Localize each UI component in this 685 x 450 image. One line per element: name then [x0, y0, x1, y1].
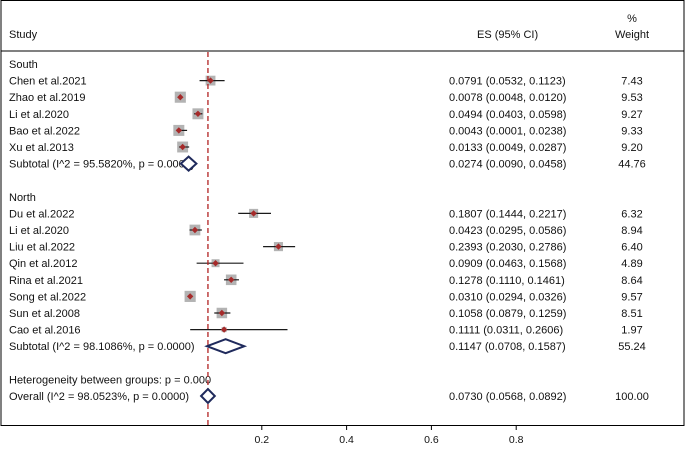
- es-text: 0.0423 (0.0295, 0.0586): [449, 225, 566, 237]
- header-study: Study: [9, 29, 38, 41]
- point-estimate: [218, 309, 226, 317]
- study-label: Bao et al.2022: [9, 125, 80, 137]
- subtotal-label: Subtotal (I^2 = 95.5820%, p = 0.0000): [9, 159, 195, 171]
- study-label: Chen et al.2021: [9, 76, 87, 88]
- weight-text: 8.94: [621, 225, 642, 237]
- es-text: 0.2393 (0.2030, 0.2786): [449, 242, 566, 254]
- forest-rows: South Chen et al.2021 0.0791 (0.0532, 0.11…: [9, 52, 649, 425]
- weight-text: 55.24: [618, 341, 646, 353]
- weight-text: 6.40: [621, 242, 642, 254]
- es-text: 0.0043 (0.0001, 0.0238): [449, 125, 566, 137]
- es-text: 0.0791 (0.0532, 0.1123): [449, 76, 566, 88]
- group-label: South: [9, 59, 38, 71]
- heterogeneity-text: Heterogeneity between groups: p = 0.000: [9, 374, 211, 386]
- es-text: 0.1058 (0.0879, 0.1259): [449, 308, 566, 320]
- weight-text: 9.27: [621, 109, 642, 121]
- es-text: 0.0274 (0.0090, 0.0458): [449, 159, 566, 171]
- es-text: 0.0730 (0.0568, 0.0892): [449, 391, 566, 403]
- plot-frame: [0, 0, 685, 426]
- point-estimate: [191, 226, 199, 234]
- study-label: Cao et al.2016: [9, 325, 81, 337]
- point-estimate: [275, 243, 282, 250]
- weight-text: 100.00: [615, 391, 649, 403]
- header-weight: Weight: [615, 29, 649, 41]
- weight-text: 6.32: [621, 208, 642, 220]
- overall-label: Overall (I^2 = 98.0523%, p = 0.0000): [9, 391, 189, 403]
- x-tick-label: 0.2: [254, 434, 269, 446]
- pooled-diamond: [204, 338, 248, 355]
- study-label: Liu et al.2022: [9, 242, 75, 254]
- study-label: Rina et al.2021: [9, 275, 83, 287]
- x-tick-label: 0.4: [339, 434, 354, 446]
- es-text: 0.1278 (0.1110, 0.1461): [449, 275, 565, 287]
- es-text: 0.0909 (0.0463, 0.1568): [449, 258, 566, 270]
- weight-text: 7.43: [621, 76, 642, 88]
- es-text: 0.1147 (0.0708, 0.1587): [449, 341, 566, 353]
- es-text: 0.0078 (0.0048, 0.0120): [449, 92, 566, 104]
- point-estimate: [177, 94, 184, 101]
- x-axis: 0.2 0.4 0.6 0.8: [254, 425, 524, 446]
- study-label: Song et al.2022: [9, 291, 86, 303]
- study-label: Li et al.2020: [9, 109, 69, 121]
- weight-text: 9.20: [621, 142, 642, 154]
- header-es: ES (95% CI): [477, 29, 538, 41]
- weight-text: 8.64: [621, 275, 642, 287]
- subtotal-label: Subtotal (I^2 = 98.1086%, p = 0.0000): [9, 341, 195, 353]
- weight-text: 1.97: [621, 325, 642, 337]
- point-estimate: [207, 77, 214, 84]
- header-weight-pct: %: [627, 13, 637, 25]
- x-tick-label: 0.8: [509, 434, 524, 446]
- weight-text: 9.53: [621, 92, 642, 104]
- point-estimate: [194, 110, 202, 117]
- weight-text: 9.33: [621, 125, 642, 137]
- point-estimate: [186, 293, 194, 300]
- es-text: 0.0494 (0.0403, 0.0598): [449, 109, 566, 121]
- study-label: Zhao et al.2019: [9, 92, 85, 104]
- weight-text: 9.57: [621, 291, 642, 303]
- point-estimate: [220, 326, 228, 333]
- weight-text: 44.76: [618, 159, 646, 171]
- point-estimate: [175, 127, 183, 134]
- point-estimate: [227, 276, 235, 283]
- point-estimate: [212, 260, 219, 267]
- x-tick-label: 0.6: [424, 434, 439, 446]
- weight-text: 8.51: [621, 308, 642, 320]
- point-estimate: [179, 143, 186, 151]
- es-text: 0.0310 (0.0294, 0.0326): [449, 291, 566, 303]
- es-text: 0.0133 (0.0049, 0.0287): [449, 142, 566, 154]
- study-label: Li et al.2020: [9, 225, 69, 237]
- pooled-diamond: [179, 155, 198, 172]
- study-label: Xu et al.2013: [9, 142, 74, 154]
- es-text: 0.1111 (0.0311, 0.2606): [449, 325, 563, 337]
- pooled-diamond: [199, 387, 217, 405]
- weight-text: 4.89: [621, 258, 642, 270]
- study-label: Du et al.2022: [9, 208, 74, 220]
- group-label: North: [9, 192, 36, 204]
- es-text: 0.1807 (0.1444, 0.2217): [449, 208, 566, 220]
- study-label: Sun et al.2008: [9, 308, 80, 320]
- point-estimate: [250, 210, 257, 217]
- study-label: Qin et al.2012: [9, 258, 78, 270]
